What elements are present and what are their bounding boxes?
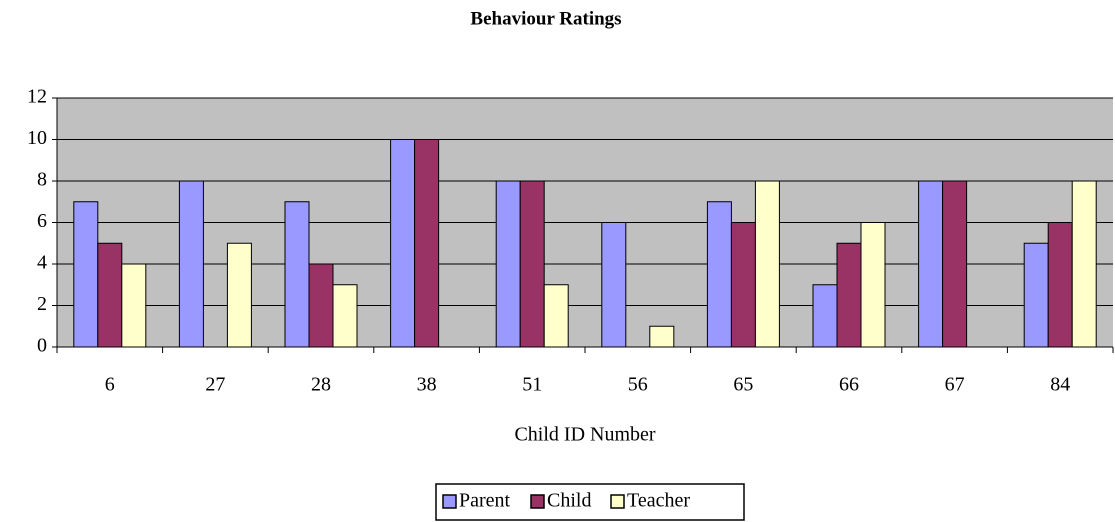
bar — [730, 222, 756, 348]
bar — [706, 201, 732, 348]
bar — [649, 325, 675, 348]
bar — [73, 201, 99, 348]
bar — [97, 242, 123, 348]
bar — [121, 263, 147, 348]
bar — [812, 284, 838, 348]
legend-swatch — [442, 494, 457, 509]
legend-label: Teacher — [627, 490, 690, 512]
bar — [1071, 180, 1097, 348]
x-tick-label: 6 — [105, 374, 115, 396]
x-tick-label: 66 — [839, 374, 859, 396]
bar — [601, 222, 627, 348]
legend-box — [435, 483, 745, 521]
bar — [942, 180, 968, 348]
bar — [390, 139, 416, 348]
legend-swatch — [530, 494, 545, 509]
x-tick-label: 67 — [945, 374, 965, 396]
y-tick-label: 4 — [37, 252, 47, 274]
bar — [308, 263, 334, 348]
legend-label: Parent — [459, 490, 511, 512]
y-tick-label: 12 — [27, 86, 47, 108]
bar — [1047, 222, 1073, 348]
bar — [414, 139, 440, 348]
chart-title: Behaviour Ratings — [470, 8, 621, 29]
bar — [519, 180, 545, 348]
y-tick-label: 8 — [37, 169, 47, 191]
bar — [754, 180, 780, 348]
x-tick-label: 56 — [628, 374, 648, 396]
bar — [543, 284, 569, 348]
bar — [918, 180, 944, 348]
bar — [332, 284, 358, 348]
bar — [284, 201, 310, 348]
bar — [1023, 242, 1049, 348]
y-tick-label: 0 — [37, 335, 47, 357]
x-tick-label: 38 — [417, 374, 437, 396]
x-tick-label: 28 — [311, 374, 331, 396]
bar — [860, 222, 886, 348]
bar — [226, 242, 252, 348]
bar — [495, 180, 521, 348]
x-tick-label: 65 — [733, 374, 753, 396]
x-tick-label: 51 — [522, 374, 542, 396]
x-tick-label: 84 — [1050, 374, 1070, 396]
bar — [178, 180, 204, 348]
legend-label: Child — [547, 490, 591, 512]
y-tick-label: 10 — [27, 127, 47, 149]
x-axis-label: Child ID Number — [514, 424, 655, 446]
y-tick-label: 6 — [37, 210, 47, 232]
bar — [836, 242, 862, 348]
x-tick-label: 27 — [205, 374, 225, 396]
legend-swatch — [610, 494, 625, 509]
y-tick-label: 2 — [37, 293, 47, 315]
